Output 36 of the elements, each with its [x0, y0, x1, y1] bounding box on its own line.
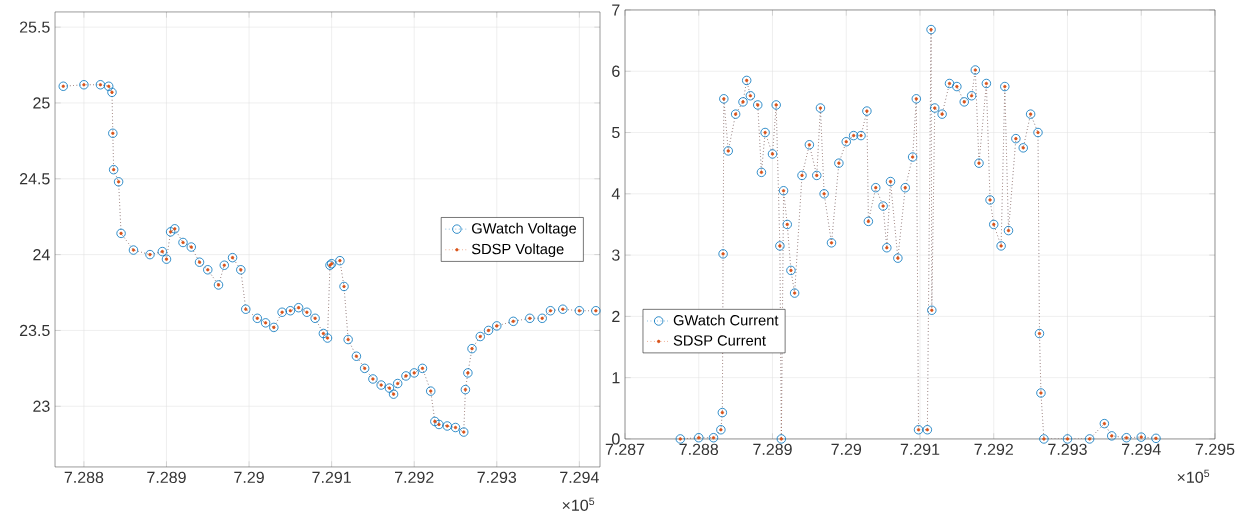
x-tick-label: 7.295 [1195, 443, 1235, 455]
x-tick-label: 7.288 [64, 471, 104, 483]
x-tick-label: 7.294 [560, 471, 599, 483]
y-tick-label: 24 [33, 248, 50, 261]
x-tick-label: 7.293 [477, 471, 517, 483]
y-tick-label: 24.5 [19, 172, 50, 185]
y-tick-label: 25 [33, 97, 50, 109]
y-tick-label: 3 [612, 249, 620, 261]
x-tick-label: 7.293 [1048, 443, 1087, 455]
legend-label: GWatch Voltage [472, 222, 577, 237]
y-tick-label: 25.5 [19, 21, 50, 33]
legend-label: GWatch Current [673, 314, 779, 326]
x-tick-label: 7.288 [679, 443, 719, 455]
x-tick-label: 7.292 [395, 471, 434, 483]
y-tick-label: 2 [612, 310, 620, 322]
y-tick-label: 0 [612, 433, 620, 445]
legend-label: SDSP Voltage [471, 243, 564, 257]
x-tick-label: 7.294 [1122, 443, 1161, 455]
x-tick-label: 7.287 [605, 443, 645, 455]
x-tick-label: 7.289 [147, 471, 186, 483]
x-tick-label: 7.291 [312, 471, 351, 483]
text: ×10$^{5}$ [1177, 469, 1210, 483]
legend-label: SDSP Current [673, 335, 766, 346]
x-tick-label: 7.29 [831, 443, 862, 455]
y-tick-label: 5 [612, 126, 620, 138]
x-tick-label: 7.292 [974, 443, 1013, 455]
x-tick-label: 7.291 [900, 443, 940, 455]
y-tick-label: 23.5 [19, 324, 50, 336]
y-tick-label: 23 [33, 400, 50, 412]
y-tick-label: 4 [611, 188, 620, 200]
y-tick-label: 7 [612, 4, 620, 16]
y-tick-label: 6 [612, 65, 620, 77]
text: ×10$^{5}$ [562, 497, 595, 511]
y-tick-label: 1 [612, 371, 620, 383]
x-tick-label: 7.29 [234, 471, 264, 483]
x-tick-label: 7.289 [753, 443, 792, 455]
